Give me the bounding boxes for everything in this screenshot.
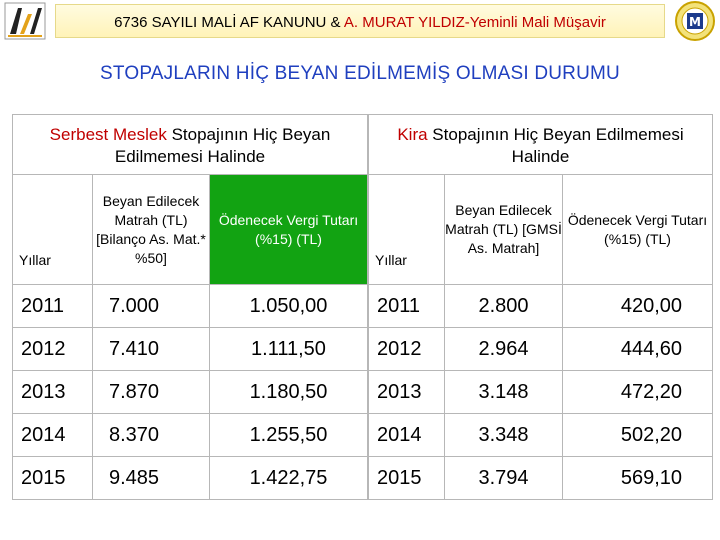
tax-cell: 420,00: [562, 284, 713, 328]
year-cell: 2014: [12, 413, 93, 457]
right-col-base-header: Beyan Edilecek Matrah (TL) [GMSİ As. Mat…: [444, 174, 563, 285]
tax-cell: 444,60: [562, 327, 713, 371]
year-cell: 2011: [368, 284, 445, 328]
table-row: 2011 2.800 420,00: [368, 284, 713, 328]
table-row: 2014 3.348 502,20: [368, 413, 713, 457]
table-row: 2012 2.964 444,60: [368, 327, 713, 371]
left-table-title: Serbest Meslek Stopajının Hiç Beyan Edil…: [12, 114, 368, 175]
header-band: [55, 4, 665, 38]
tax-cell: 1.180,50: [209, 370, 368, 414]
table-row: 2015 9.485 1.422,75: [12, 456, 368, 500]
base-cell: 3.348: [444, 413, 563, 457]
right-col-tax-header: Ödenecek Vergi Tutarı (%15) (TL): [562, 174, 713, 285]
tax-cell: 1.111,50: [209, 327, 368, 371]
table-row: 2013 7.870 1.180,50: [12, 370, 368, 414]
slide-header: 6736 SAYILI MALİ AF KANUNU & A. MURAT YI…: [0, 0, 720, 42]
table-row: 2012 7.410 1.111,50: [12, 327, 368, 371]
seal-letter: M: [689, 15, 701, 29]
tax-cell: 502,20: [562, 413, 713, 457]
left-col-base-header: Beyan Edilecek Matrah (TL) [Bilanço As. …: [92, 174, 210, 285]
base-cell: 7.870: [92, 370, 210, 414]
base-cell: 2.964: [444, 327, 563, 371]
tax-cell: 1.422,75: [209, 456, 368, 500]
page-title: STOPAJLARIN HİÇ BEYAN EDİLMEMİŞ OLMASI D…: [100, 63, 620, 84]
base-cell: 7.000: [92, 284, 210, 328]
year-cell: 2011: [12, 284, 93, 328]
round-seal-icon: M: [674, 0, 716, 42]
right-table-title: Kira Stopajının Hiç Beyan Edilmemesi Hal…: [368, 114, 713, 175]
tax-cell: 472,20: [562, 370, 713, 414]
base-cell: 3.148: [444, 370, 563, 414]
year-cell: 2015: [368, 456, 445, 500]
serbest-meslek-table: Serbest Meslek Stopajının Hiç Beyan Edil…: [12, 114, 368, 500]
table-row: 2014 8.370 1.255,50: [12, 413, 368, 457]
left-col-year-header: Yıllar: [12, 174, 93, 285]
tax-cell: 569,10: [562, 456, 713, 500]
table-row: 2013 3.148 472,20: [368, 370, 713, 414]
base-cell: 3.794: [444, 456, 563, 500]
table-row: 2015 3.794 569,10: [368, 456, 713, 500]
header-title-accent: A. MURAT YILDIZ-Yeminli Mali Müşavir: [343, 14, 606, 31]
kira-table: Kira Stopajının Hiç Beyan Edilmemesi Hal…: [368, 114, 713, 500]
year-cell: 2013: [368, 370, 445, 414]
year-cell: 2013: [12, 370, 93, 414]
tax-cell: 1.050,00: [209, 284, 368, 328]
header-title: 6736 SAYILI MALİ AF KANUNU & A. MURAT YI…: [114, 14, 606, 31]
left-col-tax-header: Ödenecek Vergi Tutarı (%15) (TL): [209, 174, 368, 285]
year-cell: 2015: [12, 456, 93, 500]
tax-cell: 1.255,50: [209, 413, 368, 457]
right-col-year-header: Yıllar: [368, 174, 445, 285]
table-row: 2011 7.000 1.050,00: [12, 284, 368, 328]
stylized-hy-logo-icon: [4, 2, 46, 40]
year-cell: 2012: [368, 327, 445, 371]
base-cell: 8.370: [92, 413, 210, 457]
year-cell: 2012: [12, 327, 93, 371]
base-cell: 7.410: [92, 327, 210, 371]
base-cell: 2.800: [444, 284, 563, 328]
year-cell: 2014: [368, 413, 445, 457]
base-cell: 9.485: [92, 456, 210, 500]
